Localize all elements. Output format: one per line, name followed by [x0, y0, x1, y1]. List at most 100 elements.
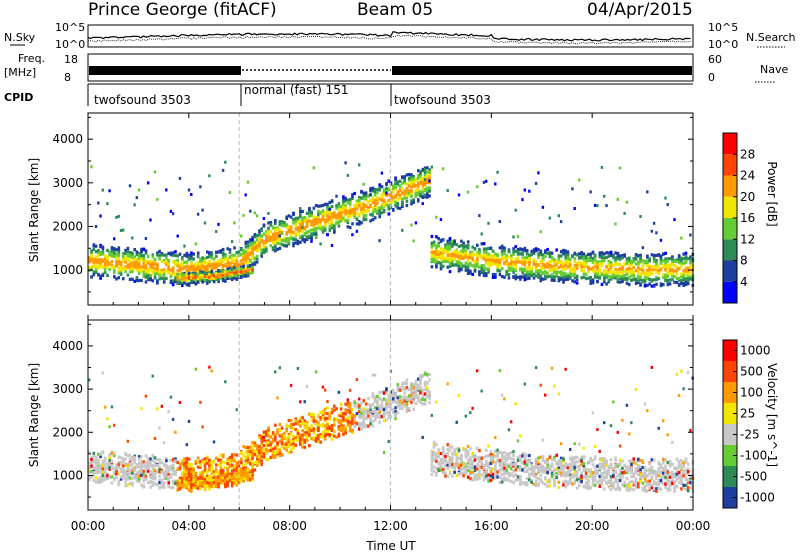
heatmap-cell	[462, 248, 465, 252]
heatmap-cell	[464, 245, 468, 249]
heatmap-cell	[362, 206, 366, 211]
heatmap-cell	[176, 261, 180, 265]
heatmap-cell	[171, 464, 175, 468]
heatmap-cell	[253, 235, 257, 239]
heatmap-cell	[528, 273, 531, 277]
heatmap-cell	[544, 277, 547, 281]
heatmap-cell	[230, 453, 234, 457]
heatmap-cell	[113, 466, 116, 470]
heatmap-cell	[271, 246, 275, 250]
heatmap-cell	[303, 233, 307, 237]
heatmap-cell	[117, 465, 121, 469]
heatmap-cell	[314, 226, 318, 230]
heatmap-cell	[575, 281, 579, 285]
heatmap-cell	[557, 276, 561, 280]
heatmap-cell	[147, 463, 150, 467]
heatmap-cell	[482, 265, 486, 269]
heatmap-cell	[659, 268, 663, 272]
heatmap-cell	[428, 170, 431, 174]
heatmap-cell	[401, 186, 404, 190]
heatmap-cell	[115, 472, 118, 476]
heatmap-cell	[178, 271, 182, 275]
heatmap-cell	[113, 275, 116, 279]
heatmap-cell	[169, 395, 173, 399]
heatmap-cell	[274, 222, 277, 226]
heatmap-cell	[190, 273, 193, 277]
heatmap-cell	[296, 239, 300, 243]
heatmap-cell	[358, 199, 361, 203]
heatmap-cell	[99, 274, 102, 278]
heatmap-cell	[224, 478, 227, 482]
heatmap-cell	[115, 264, 118, 268]
heatmap-cell	[265, 457, 268, 461]
heatmap-cell	[544, 269, 547, 274]
heatmap-cell	[500, 244, 504, 248]
heatmap-cell	[244, 468, 248, 472]
heatmap-cell	[553, 261, 556, 265]
heatmap-cell	[344, 209, 347, 213]
heatmap-cell	[403, 194, 406, 198]
cpid-segment-2: normal (fast) 151	[244, 83, 348, 97]
heatmap-cell	[185, 274, 189, 278]
heatmap-cell	[464, 249, 468, 253]
heatmap-cell	[364, 193, 368, 197]
heatmap-cell	[573, 269, 577, 274]
heatmap-cell	[246, 254, 250, 258]
heatmap-cell	[346, 225, 350, 229]
heatmap-cell	[310, 235, 313, 239]
heatmap-cell	[534, 268, 538, 272]
heatmap-cell	[267, 239, 270, 243]
heatmap-cell	[396, 190, 400, 194]
heatmap-cell	[110, 481, 114, 485]
heatmap-cell	[312, 215, 316, 219]
heatmap-cell	[228, 461, 232, 465]
heatmap-cell	[437, 256, 440, 260]
heatmap-cell	[412, 175, 415, 179]
heatmap-cell	[628, 269, 631, 274]
heatmap-cell	[194, 242, 197, 246]
heatmap-cell	[103, 458, 107, 462]
heatmap-cell	[487, 246, 490, 250]
heatmap-cell	[210, 485, 214, 489]
heatmap-cell	[201, 474, 204, 478]
heatmap-cell	[233, 253, 236, 258]
heatmap-cell	[265, 430, 268, 434]
heatmap-cell	[507, 276, 511, 280]
heatmap-cell	[133, 469, 136, 473]
heatmap-cell	[103, 471, 107, 475]
heatmap-cell	[124, 256, 127, 260]
heatmap-cell	[628, 275, 631, 279]
heatmap-cell	[226, 469, 229, 474]
heatmap-cell	[235, 273, 239, 277]
heatmap-cell	[639, 260, 642, 264]
heatmap-cell	[469, 271, 472, 275]
heatmap-cell	[319, 204, 322, 208]
heatmap-cell	[605, 265, 608, 269]
heatmap-cell	[230, 475, 234, 479]
heatmap-cell	[183, 476, 186, 480]
heatmap-cell	[185, 482, 189, 486]
heatmap-cell	[235, 462, 239, 466]
heatmap-cell	[228, 459, 232, 463]
heatmap-cell	[650, 270, 654, 274]
heatmap-cell	[251, 270, 254, 274]
heatmap-cell	[362, 202, 366, 206]
heatmap-cell	[593, 203, 597, 207]
heatmap-cell	[494, 255, 497, 259]
heatmap-cell	[131, 257, 134, 261]
heatmap-cell	[267, 443, 270, 447]
heatmap-cell	[541, 253, 545, 257]
heatmap-cell	[203, 259, 207, 263]
heatmap-cell	[151, 483, 155, 487]
heatmap-cell	[131, 266, 134, 271]
heatmap-cell	[596, 279, 599, 283]
heatmap-cell	[210, 469, 214, 473]
heatmap-cell	[226, 467, 229, 471]
heatmap-cell	[682, 257, 685, 261]
heatmap-cell	[464, 251, 468, 255]
heatmap-cell	[308, 214, 311, 218]
heatmap-cell	[215, 475, 218, 479]
heatmap-cell	[428, 168, 431, 172]
heatmap-cell	[485, 272, 488, 276]
heatmap-cell	[267, 232, 270, 236]
